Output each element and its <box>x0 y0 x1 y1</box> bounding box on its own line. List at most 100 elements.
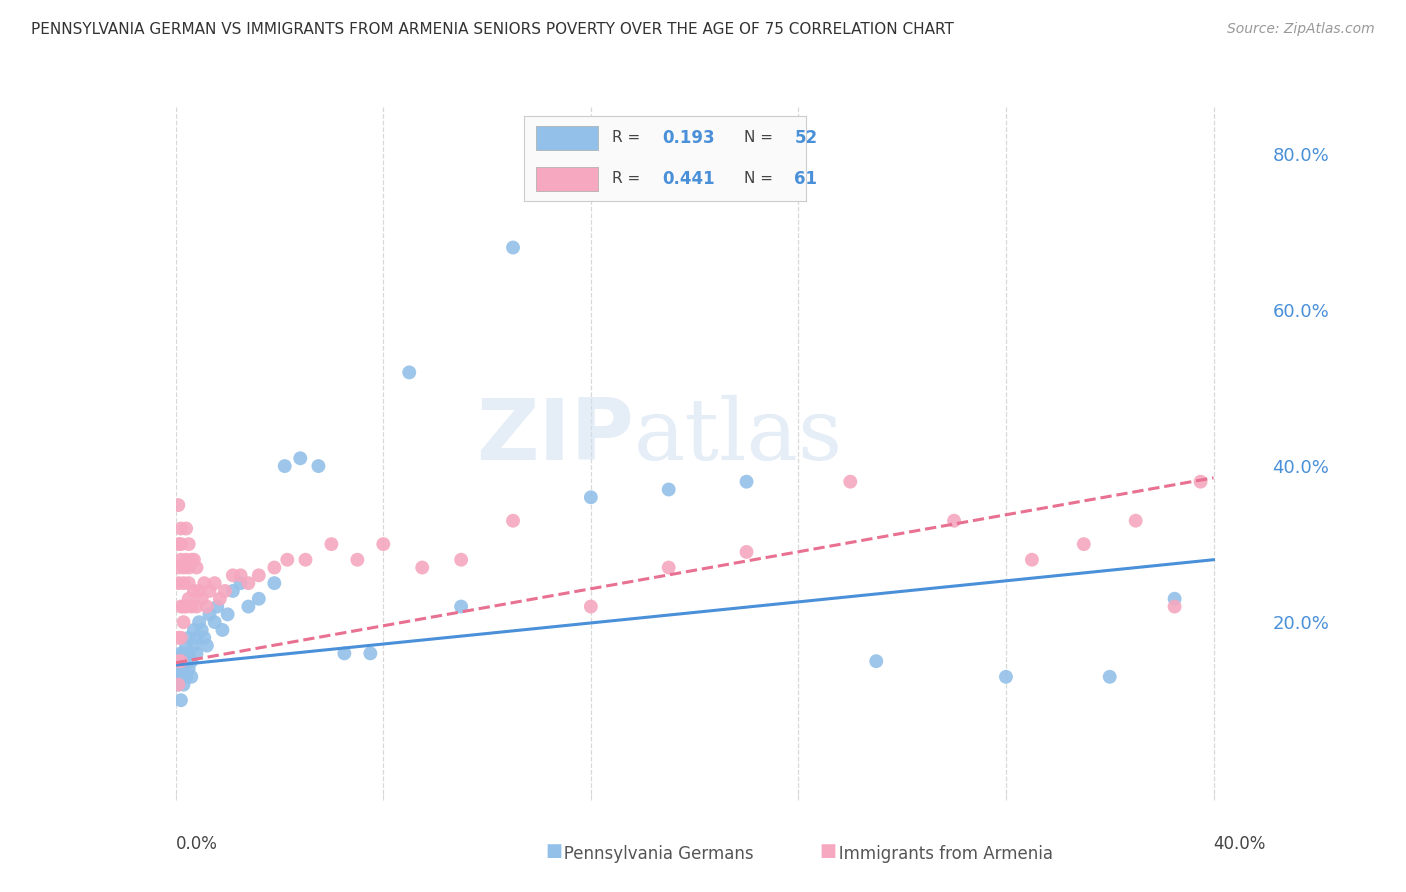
Point <box>198 607 221 622</box>
Point <box>183 583 205 598</box>
Point <box>177 560 200 574</box>
Text: N =: N = <box>744 130 778 145</box>
Text: 61: 61 <box>794 169 817 187</box>
Point <box>735 475 758 489</box>
Point <box>173 678 195 692</box>
Point <box>167 560 190 574</box>
Point <box>173 560 195 574</box>
Point <box>579 599 602 614</box>
Point <box>174 552 197 567</box>
Point <box>170 646 193 660</box>
Point <box>173 662 195 676</box>
Point <box>276 552 298 567</box>
Point <box>1073 537 1095 551</box>
Point <box>167 576 190 591</box>
Point <box>167 631 190 645</box>
Point <box>1189 475 1212 489</box>
Point <box>290 451 312 466</box>
Point <box>183 552 205 567</box>
Point <box>167 537 190 551</box>
Point <box>502 514 524 528</box>
Point <box>204 615 226 630</box>
Point <box>217 607 239 622</box>
Point <box>398 366 420 380</box>
Point <box>173 615 195 630</box>
Point <box>173 599 195 614</box>
Text: 0.193: 0.193 <box>662 129 714 147</box>
Point <box>177 631 200 645</box>
Point <box>173 646 195 660</box>
Point <box>177 646 200 660</box>
Point <box>865 654 887 668</box>
Text: 0.0%: 0.0% <box>176 835 218 853</box>
Point <box>222 583 245 598</box>
Point <box>180 552 202 567</box>
Point <box>222 568 245 582</box>
Point <box>173 576 195 591</box>
Point <box>167 678 190 692</box>
Point <box>247 591 270 606</box>
Point <box>207 599 229 614</box>
Text: R =: R = <box>612 171 645 186</box>
Point <box>658 483 681 497</box>
Bar <box>536 126 598 150</box>
Point <box>214 583 236 598</box>
Point <box>190 591 212 606</box>
Point <box>229 568 252 582</box>
Text: ■: ■ <box>546 842 562 860</box>
Point <box>359 646 381 660</box>
Text: N =: N = <box>744 171 778 186</box>
Point <box>167 662 190 676</box>
Text: atlas: atlas <box>633 395 842 478</box>
Point <box>294 552 316 567</box>
Point <box>170 670 193 684</box>
Point <box>180 599 202 614</box>
Text: PENNSYLVANIA GERMAN VS IMMIGRANTS FROM ARMENIA SENIORS POVERTY OVER THE AGE OF 7: PENNSYLVANIA GERMAN VS IMMIGRANTS FROM A… <box>31 22 953 37</box>
Point <box>167 498 190 512</box>
Point <box>188 615 211 630</box>
Point <box>183 639 205 653</box>
Point <box>186 646 208 660</box>
Point <box>735 545 758 559</box>
Point <box>177 537 200 551</box>
Text: 52: 52 <box>794 129 817 147</box>
Text: Immigrants from Armenia: Immigrants from Armenia <box>823 846 1053 863</box>
Text: Source: ZipAtlas.com: Source: ZipAtlas.com <box>1227 22 1375 37</box>
Point <box>274 458 297 473</box>
Point <box>170 599 193 614</box>
Point <box>180 670 202 684</box>
Point <box>238 599 260 614</box>
Point <box>170 537 193 551</box>
Point <box>167 654 190 668</box>
Point <box>170 552 193 567</box>
Text: 40.0%: 40.0% <box>1213 835 1265 853</box>
Point <box>167 670 190 684</box>
Point <box>321 537 343 551</box>
Point <box>579 490 602 504</box>
Point <box>229 576 252 591</box>
Point <box>1163 591 1185 606</box>
Point <box>450 599 472 614</box>
Point <box>502 240 524 254</box>
Point <box>186 599 208 614</box>
Point <box>174 639 197 653</box>
Point <box>167 654 190 668</box>
Point <box>263 576 285 591</box>
Point <box>198 583 221 598</box>
Point <box>193 631 215 645</box>
Point <box>204 576 226 591</box>
Point <box>450 552 472 567</box>
Point <box>658 560 681 574</box>
Point <box>994 670 1017 684</box>
Point <box>333 646 356 660</box>
Point <box>170 521 193 535</box>
Point <box>1163 599 1185 614</box>
Point <box>839 475 862 489</box>
Point <box>188 583 211 598</box>
Point <box>195 599 218 614</box>
Point <box>174 521 197 535</box>
Point <box>190 623 212 637</box>
Point <box>177 662 200 676</box>
Point <box>208 591 231 606</box>
Point <box>1021 552 1043 567</box>
